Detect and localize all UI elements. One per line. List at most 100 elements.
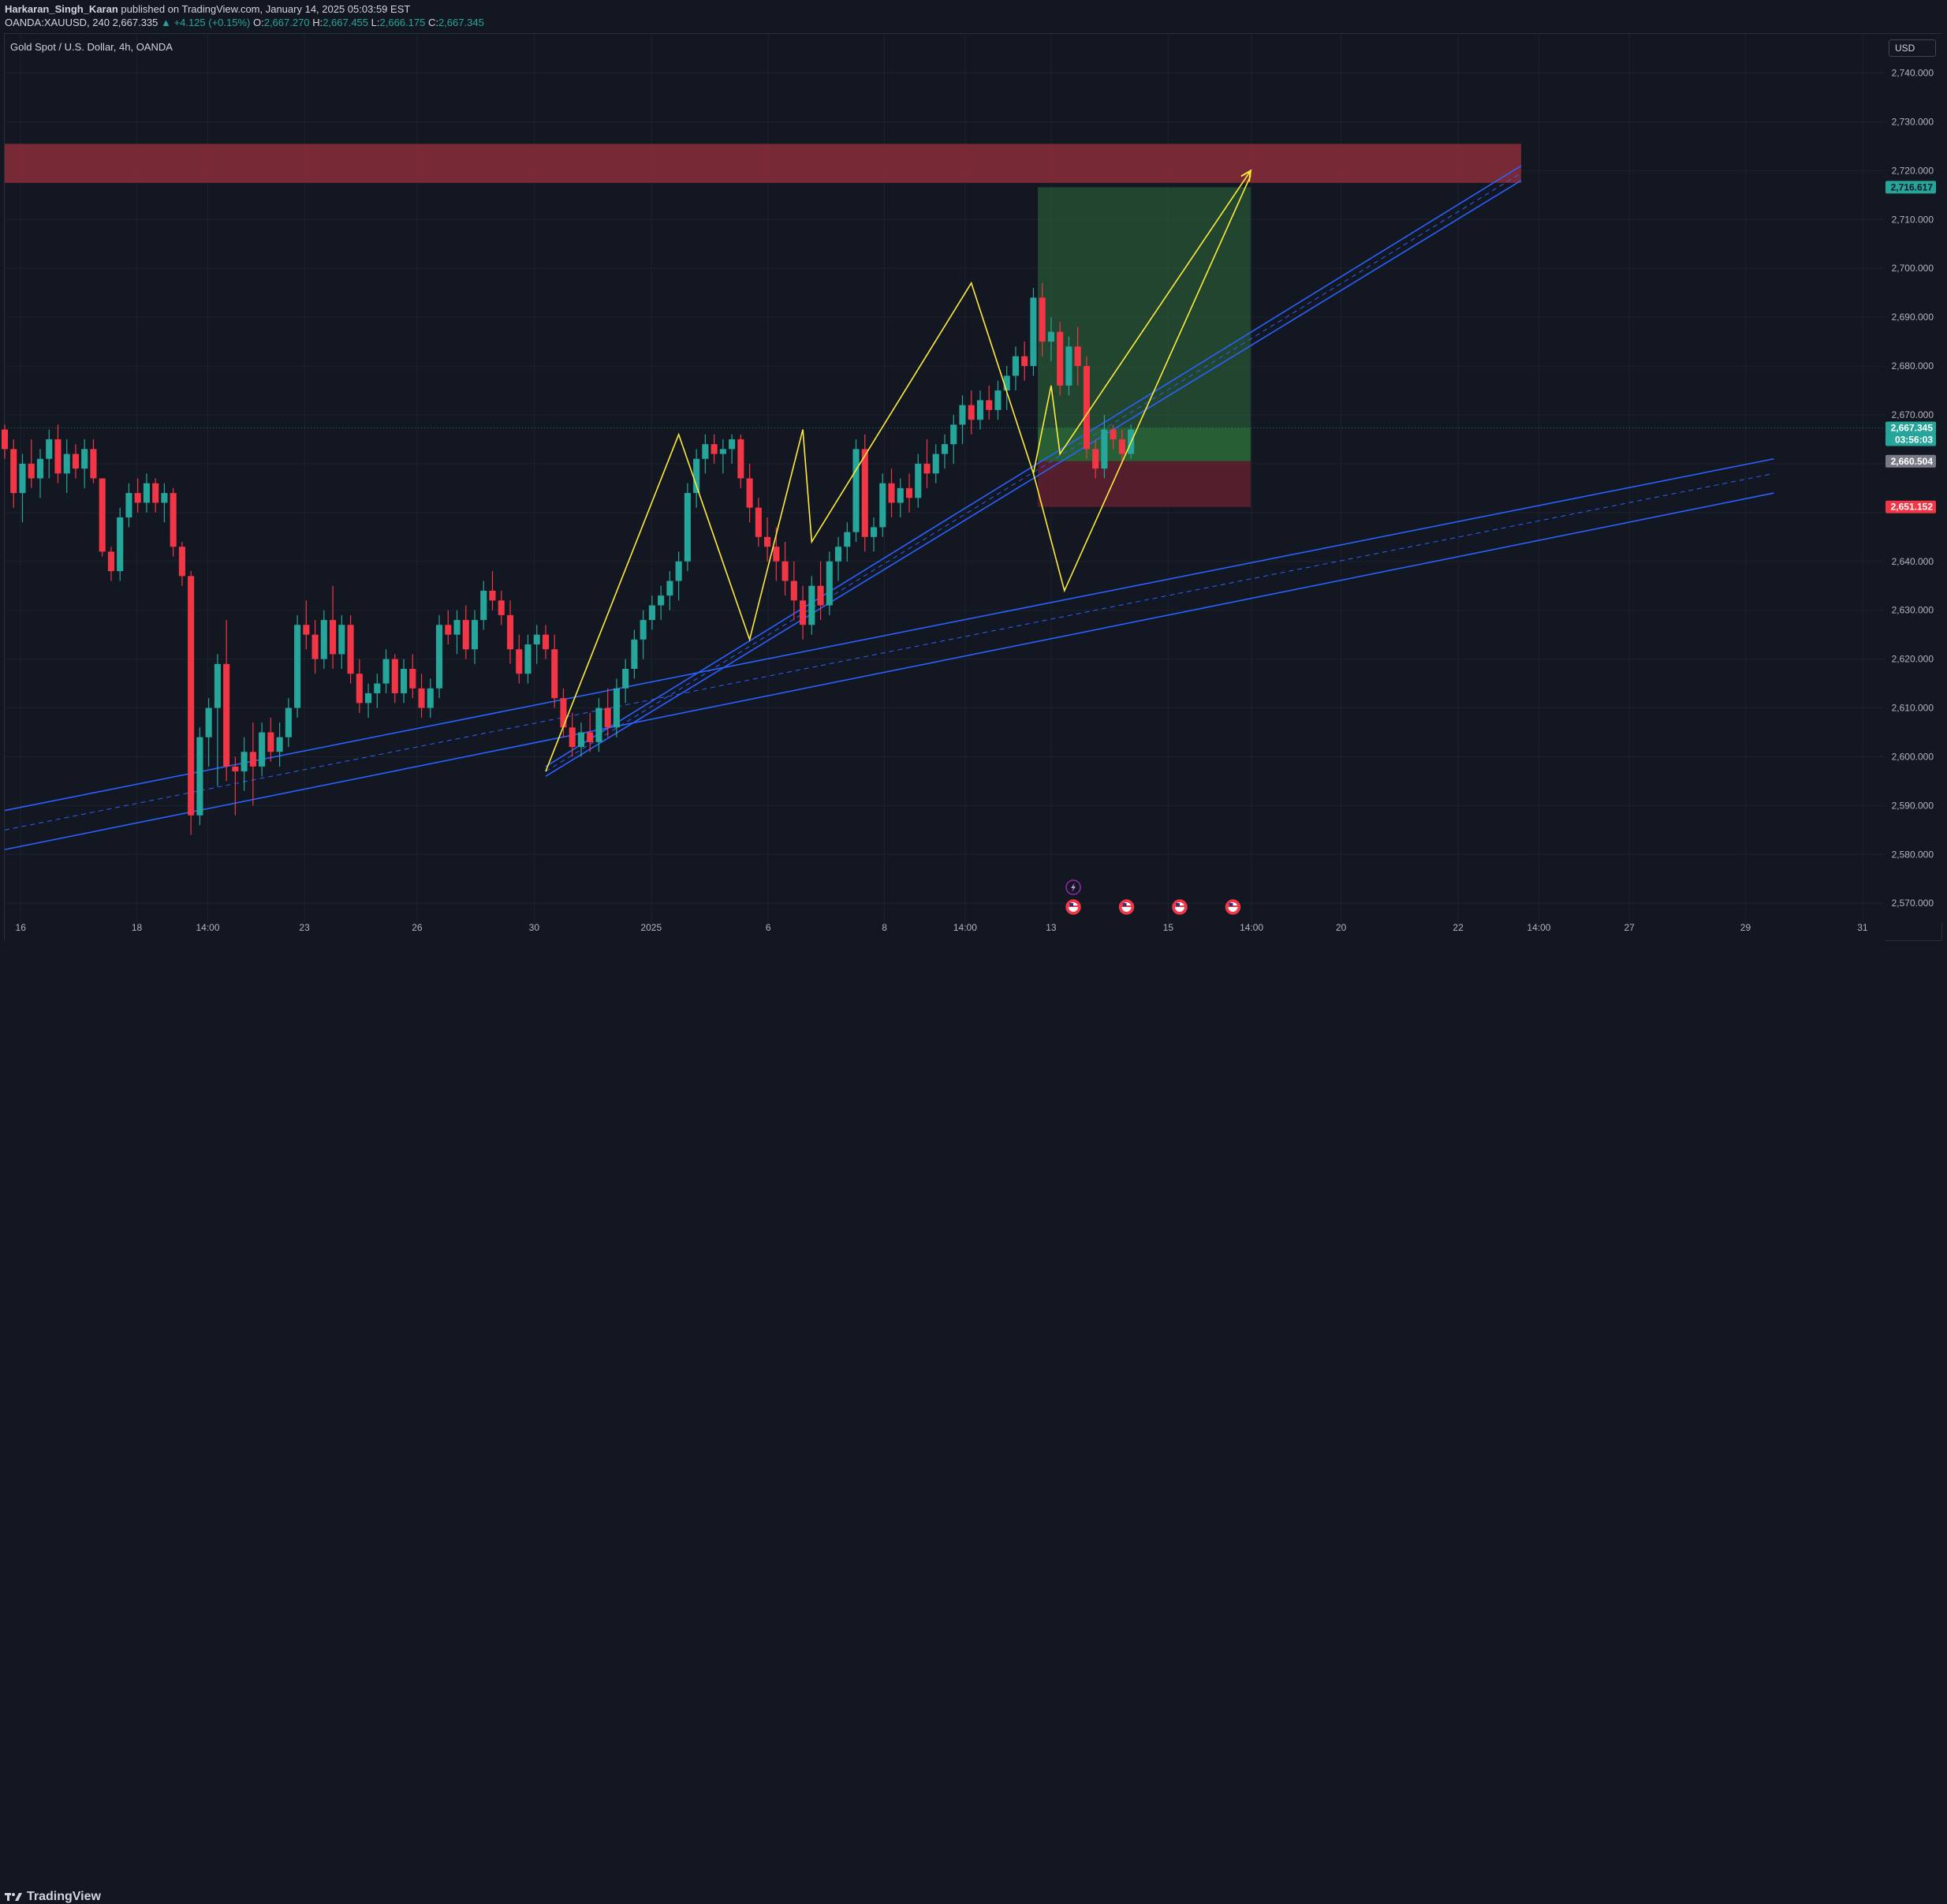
currency-button[interactable]: USD: [1889, 39, 1936, 57]
publish-line: Harkaran_Singh_Karan published on Tradin…: [5, 3, 410, 15]
candle-body: [480, 590, 487, 621]
price-tick-label: 2,680.000: [1892, 360, 1934, 371]
candle-body: [826, 561, 833, 606]
open-label: O:: [252, 17, 264, 28]
high-label: H:: [312, 17, 323, 28]
price-tick-label: 2,670.000: [1892, 409, 1934, 420]
time-tick-label: 22: [1453, 922, 1464, 933]
candle-body: [613, 688, 620, 728]
candle-body: [702, 444, 709, 459]
us-flag-icon: [1118, 899, 1135, 915]
price-tick-label: 2,640.000: [1892, 556, 1934, 567]
candle-body: [471, 620, 479, 650]
ohlc-line: OANDA:XAUUSD, 240 2,667.335 ▲ +4.125 (+0…: [5, 17, 484, 28]
candle-body: [170, 493, 177, 547]
candle-body: [320, 620, 327, 659]
candle-body: [46, 439, 53, 459]
lightning-icon-bolt: [1071, 883, 1076, 892]
candle-body: [435, 625, 443, 689]
price-tag-bg: [1885, 421, 1936, 435]
author-name[interactable]: Harkaran_Singh_Karan: [5, 3, 118, 15]
close-value: 2,667.345: [438, 17, 484, 28]
price-tag-bg: [1885, 500, 1936, 513]
price-tick-label: 2,590.000: [1892, 800, 1934, 811]
candle-body: [560, 698, 567, 728]
candle-body: [276, 737, 283, 752]
price-tag: 2,651.152: [1885, 500, 1936, 513]
time-tick-label: 8: [882, 922, 887, 933]
arrowhead-icon: [1240, 169, 1252, 182]
candle-body: [1030, 297, 1037, 367]
us-flag-icon: [1172, 899, 1188, 915]
footer: TradingView: [0, 943, 1947, 1903]
us-flag-icon-canton: [1229, 903, 1233, 906]
time-tick-label: 2025: [640, 922, 662, 933]
candle-body: [693, 458, 700, 494]
candle-body: [604, 707, 611, 728]
us-flag-icon: [1225, 899, 1241, 915]
candle-body: [72, 454, 80, 469]
us-flag-icon-canton: [1176, 903, 1180, 906]
lower-channel-upper: [4, 457, 1774, 812]
time-tick-label: 14:00: [1527, 922, 1550, 933]
lower-channel-lower: [4, 492, 1774, 850]
pattern-drawing[interactable]: [545, 169, 1252, 772]
chart-legend-title[interactable]: Gold Spot / U.S. Dollar, 4h, OANDA: [10, 41, 173, 53]
time-tick-label: 27: [1624, 922, 1635, 933]
candle-body: [923, 463, 931, 474]
candle-body: [790, 581, 797, 601]
candle-body: [445, 625, 452, 635]
candle-body: [249, 752, 256, 767]
symbol-label[interactable]: OANDA:XAUUSD, 240: [5, 17, 110, 28]
time-tick-label: 14:00: [1240, 922, 1263, 933]
time-tick-label: 18: [132, 922, 143, 933]
candle-body: [879, 483, 886, 528]
candle-body: [1047, 331, 1054, 342]
price-tick-label: 2,610.000: [1892, 703, 1934, 714]
chart-header: Harkaran_Singh_Karan published on Tradin…: [0, 0, 1947, 33]
time-axis[interactable]: 16 18 14:00 23 26 30 2025 6 8 14:00 13 15 14:00 20 22 1…: [5, 922, 1885, 941]
candle-body: [1065, 346, 1072, 386]
candle-body: [10, 449, 17, 494]
low-value: 2,666.175: [379, 17, 426, 28]
trendlines[interactable]: [4, 165, 1885, 850]
candle-body: [835, 547, 842, 562]
price-axis[interactable]: 2,570.000 2,580.000 2,590.000 2,600.000 2,61…: [1885, 34, 1943, 923]
candle-body: [976, 400, 984, 420]
price-tag-text: 2,660.504: [1891, 456, 1934, 467]
candle-body: [241, 752, 248, 772]
price-tag-bg: [1885, 181, 1936, 194]
candle-body: [1039, 297, 1046, 342]
candle-body: [764, 536, 771, 547]
candle-body: [755, 507, 762, 537]
candle-body: [152, 483, 159, 503]
candle-body: [658, 595, 665, 606]
brand-name: TradingView: [27, 1890, 101, 1903]
candle-body: [1074, 346, 1081, 367]
candle-body: [1057, 331, 1064, 386]
events-row[interactable]: [1065, 879, 1241, 915]
candle-body: [622, 669, 629, 689]
time-tick-label: 6: [766, 922, 771, 933]
resistance-zone: [5, 144, 1521, 183]
candle-body: [498, 600, 505, 615]
published-text: published on TradingView.com, January 14…: [121, 3, 411, 15]
candle-body: [595, 707, 602, 742]
price-tag-bg: [1885, 454, 1936, 468]
candle-body: [409, 669, 416, 689]
us-flag-icon: [1065, 899, 1081, 915]
lightning-icon: [1065, 879, 1081, 895]
candle-body: [516, 649, 523, 674]
candle-body: [800, 600, 807, 625]
price-chart[interactable]: 2,570.000 2,580.000 2,590.000 2,600.000 2,61…: [0, 0, 1947, 943]
drawing-zones[interactable]: [5, 144, 1521, 507]
tradingview-logo[interactable]: TradingView: [5, 1890, 101, 1904]
candle-body: [365, 693, 372, 704]
candle-body: [294, 625, 301, 708]
candle-body: [533, 634, 540, 645]
candles: [1, 282, 1135, 835]
candle-body: [63, 454, 70, 474]
candle-body: [28, 463, 35, 479]
candle-body: [542, 634, 550, 650]
candle-body: [214, 663, 221, 708]
